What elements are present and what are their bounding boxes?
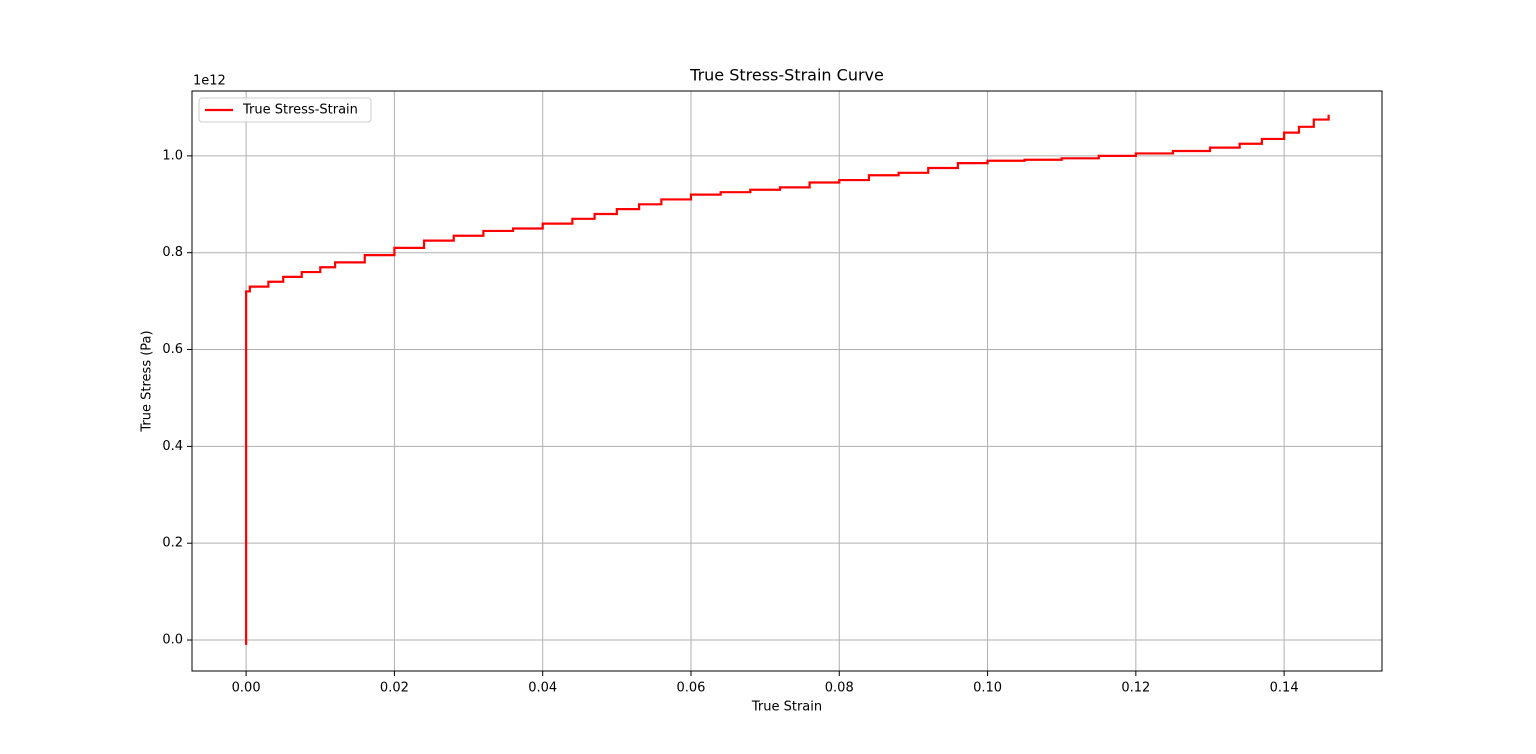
x-tick-label: 0.02: [380, 681, 409, 696]
x-tick-label: 0.00: [232, 681, 261, 696]
y-offset-label: 1e12: [193, 74, 226, 89]
x-axis-label: True Strain: [751, 700, 822, 715]
y-tick-label: 0.8: [162, 245, 183, 260]
x-tick-label: 0.12: [1121, 681, 1150, 696]
legend: True Stress-Strain: [198, 97, 372, 123]
plot-frame: [191, 90, 1383, 672]
y-tick-label: 0.6: [162, 342, 183, 357]
legend-box: [198, 97, 372, 123]
y-tick-label: 0.0: [162, 633, 183, 648]
x-tick-label: 0.04: [528, 681, 557, 696]
legend-label: True Stress-Strain: [242, 103, 358, 118]
x-tick-label: 0.14: [1270, 681, 1299, 696]
y-tick-label: 0.4: [162, 439, 183, 454]
x-tick-label: 0.10: [973, 681, 1002, 696]
y-tick-label: 0.2: [162, 536, 183, 551]
x-tick-label: 0.08: [825, 681, 854, 696]
x-tick-label: 0.06: [677, 681, 706, 696]
chart-title: True Stress-Strain Curve: [689, 66, 884, 85]
data-line: [245, 114, 1330, 645]
y-axis-label: True Stress (Pa): [140, 330, 155, 432]
y-tick-label: 1.0: [162, 148, 183, 163]
